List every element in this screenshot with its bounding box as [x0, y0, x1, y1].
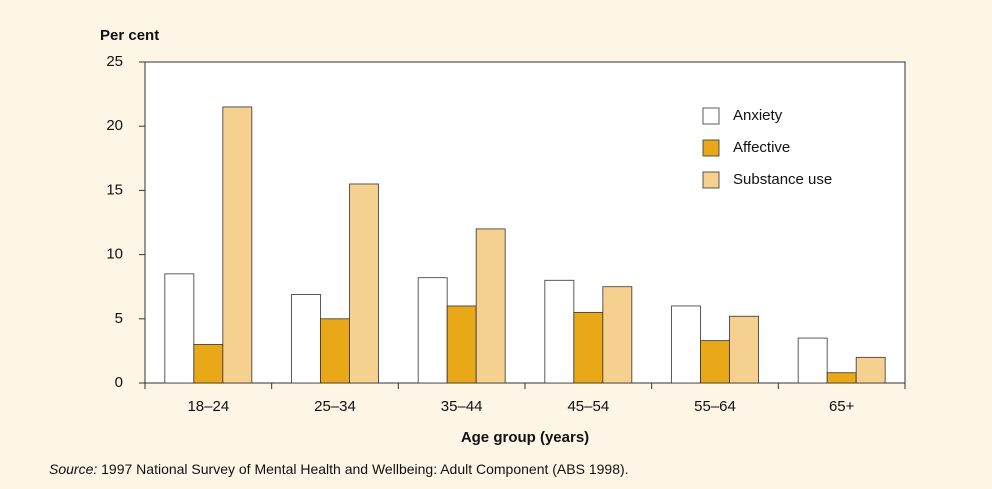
bar	[222, 106, 253, 384]
bar	[700, 340, 730, 384]
legend-label: Substance use	[733, 171, 832, 188]
bar	[164, 273, 195, 384]
legend-label: Anxiety	[733, 107, 783, 124]
y-tick-label: 0	[115, 374, 123, 391]
bar	[320, 318, 350, 384]
bar	[797, 337, 828, 384]
y-tick-label: 5	[115, 310, 123, 327]
y-tick-label: 10	[106, 246, 123, 263]
bar	[475, 228, 506, 384]
bar	[671, 305, 701, 384]
x-tick-label: 18–24	[187, 398, 229, 415]
legend-swatch	[702, 139, 720, 157]
bar	[826, 372, 857, 384]
bar	[602, 286, 633, 384]
x-tick-label: 35–44	[441, 398, 483, 415]
legend-swatch	[702, 171, 720, 189]
x-tick-label: 25–34	[314, 398, 356, 415]
bar	[544, 279, 575, 384]
legend-label: Affective	[733, 139, 790, 156]
bar	[417, 277, 448, 384]
bar	[193, 344, 224, 384]
x-tick-label: 65+	[829, 398, 855, 415]
bar	[349, 183, 379, 384]
y-tick-label: 20	[106, 117, 123, 134]
source-label: Source:	[49, 461, 97, 477]
bar	[573, 311, 604, 384]
x-tick-label: 45–54	[567, 398, 609, 415]
bar	[446, 305, 477, 384]
y-axis-label: Per cent	[100, 27, 159, 44]
bar	[729, 315, 759, 384]
plot-area	[144, 61, 906, 384]
legend-swatch	[702, 107, 720, 125]
x-tick-label: 55–64	[694, 398, 736, 415]
source-text: 1997 National Survey of Mental Health an…	[101, 461, 628, 477]
bar	[855, 356, 886, 384]
bar	[291, 294, 321, 384]
y-tick-label: 25	[106, 53, 123, 70]
y-tick-label: 15	[106, 181, 123, 198]
x-axis-label: Age group (years)	[461, 429, 589, 446]
source: Source: 1997 National Survey of Mental H…	[49, 461, 629, 477]
